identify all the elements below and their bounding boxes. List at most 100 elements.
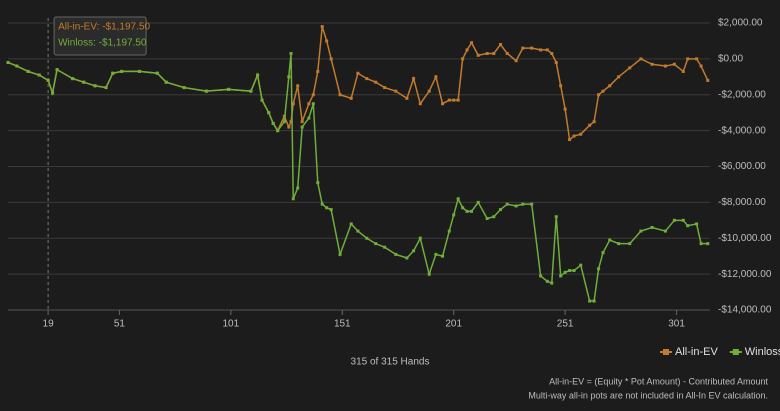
point: [296, 186, 300, 190]
point: [307, 116, 311, 120]
point: [120, 69, 124, 73]
point: [456, 197, 460, 201]
point: [476, 200, 480, 204]
point: [311, 102, 315, 106]
footnote: Multi-way all-in pots are not included i…: [528, 390, 768, 400]
point: [374, 80, 378, 84]
point: [383, 86, 387, 90]
point: [617, 242, 621, 246]
x-axis-label: 315 of 315 Hands: [351, 357, 430, 368]
legend-marker: [663, 349, 669, 355]
point: [559, 84, 563, 88]
point: [672, 62, 676, 66]
point: [706, 78, 710, 82]
point: [325, 206, 329, 210]
point: [588, 299, 592, 303]
point: [672, 218, 676, 222]
point: [374, 242, 378, 246]
point: [601, 89, 605, 93]
point: [550, 281, 554, 285]
point: [365, 236, 369, 240]
point: [563, 107, 567, 111]
point: [55, 68, 59, 72]
point: [289, 120, 293, 124]
point: [545, 48, 549, 52]
point: [695, 222, 699, 226]
point: [499, 208, 503, 212]
point: [530, 202, 534, 206]
x-tick-label: 201: [445, 319, 462, 330]
point: [639, 229, 643, 233]
point: [287, 125, 291, 129]
point: [111, 71, 115, 75]
point: [505, 202, 509, 206]
point: [572, 269, 576, 273]
y-tick-label: -$6,000.00: [718, 161, 766, 172]
point: [650, 225, 654, 229]
point: [227, 87, 231, 91]
point: [465, 48, 469, 52]
point: [418, 102, 422, 106]
point: [356, 229, 360, 233]
point: [663, 229, 667, 233]
point: [434, 252, 438, 256]
point: [592, 120, 596, 124]
point: [663, 64, 667, 68]
point: [568, 269, 572, 273]
point: [405, 256, 409, 260]
y-tick-label: -$4,000.00: [718, 125, 766, 136]
point: [597, 93, 601, 97]
point: [405, 96, 409, 100]
legend-label: All-in-EV: [675, 346, 718, 358]
y-tick-label: -$14,000.00: [718, 305, 772, 316]
point: [579, 263, 583, 267]
point: [320, 25, 324, 29]
x-tick-label: 101: [223, 319, 240, 330]
point: [394, 89, 398, 93]
point: [559, 274, 563, 278]
footnote: All-in-EV = (Equity * Pot Amount) - Cont…: [549, 376, 768, 386]
point: [530, 46, 534, 50]
point: [592, 299, 596, 303]
point: [37, 73, 41, 77]
y-tick-label: $0.00: [718, 54, 743, 65]
point: [505, 51, 509, 55]
point: [699, 64, 703, 68]
point: [320, 202, 324, 206]
point: [441, 254, 445, 258]
x-tick-label: 151: [334, 319, 351, 330]
point: [588, 123, 592, 127]
point: [545, 279, 549, 283]
legend-marker: [732, 349, 739, 355]
point: [617, 75, 621, 79]
point: [282, 120, 286, 124]
point: [325, 39, 329, 43]
point: [349, 96, 353, 100]
point: [579, 132, 583, 136]
point: [476, 53, 480, 57]
point: [434, 75, 438, 79]
point: [71, 77, 75, 81]
point: [681, 218, 685, 222]
point: [6, 60, 10, 64]
point: [412, 77, 416, 81]
point: [427, 89, 431, 93]
point: [695, 57, 699, 61]
point: [452, 213, 456, 217]
y-tick-label: $2,000.00: [718, 18, 763, 29]
point: [628, 242, 632, 246]
point: [550, 51, 554, 55]
tooltip-text: Winloss: -$1,197.50: [58, 38, 147, 49]
point: [465, 209, 469, 213]
point: [452, 98, 456, 102]
point: [554, 60, 558, 64]
point: [608, 84, 612, 88]
point: [338, 252, 342, 256]
point: [15, 64, 19, 68]
x-tick-label: 51: [114, 319, 126, 330]
point: [568, 138, 572, 142]
point: [412, 249, 416, 253]
point: [699, 242, 703, 246]
point: [204, 89, 208, 93]
